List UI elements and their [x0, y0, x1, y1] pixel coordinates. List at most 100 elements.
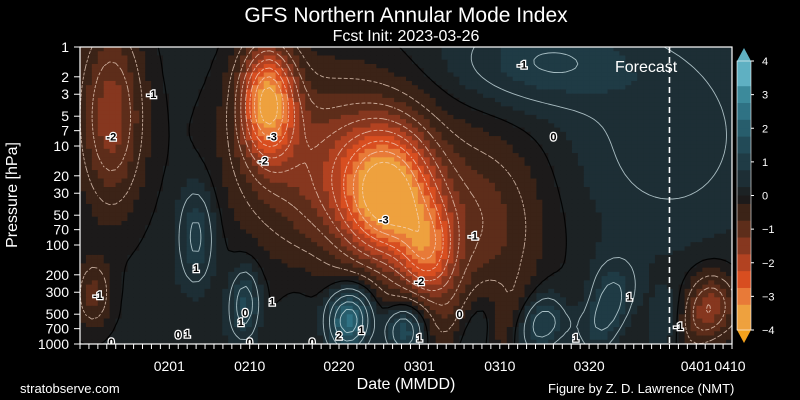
heatmap-cell [192, 191, 200, 197]
heatmap-cell [174, 47, 182, 52]
heatmap-cell [275, 59, 283, 65]
heatmap-cell [684, 93, 692, 99]
heatmap-cell [678, 106, 686, 112]
heatmap-cell [299, 199, 306, 205]
heatmap-cell [417, 144, 425, 150]
heatmap-cell [210, 131, 217, 137]
heatmap-cell [358, 233, 366, 239]
heatmap-cell [488, 144, 496, 150]
heatmap-cell [151, 212, 158, 218]
heatmap-cell [518, 102, 526, 107]
heatmap-cell [554, 63, 561, 69]
heatmap-cell [654, 89, 662, 95]
heatmap-cell [394, 76, 401, 82]
heatmap-cell [429, 119, 437, 124]
heatmap-cell [678, 51, 686, 57]
heatmap-cell [423, 110, 431, 116]
heatmap-cell [595, 102, 603, 107]
heatmap-cell [127, 93, 134, 99]
heatmap-cell [566, 165, 573, 171]
heatmap-cell [465, 174, 472, 180]
heatmap-cell [441, 51, 449, 57]
heatmap-cell [459, 148, 466, 154]
heatmap-cell [340, 127, 348, 133]
heatmap-cell [328, 165, 336, 171]
heatmap-cell [406, 85, 413, 91]
heatmap-cell [471, 225, 478, 231]
heatmap-cell [678, 191, 686, 197]
heatmap-cell [726, 123, 732, 129]
heatmap-cell [577, 216, 585, 222]
heatmap-cell [305, 80, 312, 86]
heatmap-cell [684, 144, 692, 150]
heatmap-cell [500, 225, 508, 231]
heatmap-cell [518, 114, 526, 120]
heatmap-cell [334, 51, 342, 57]
heatmap-cell [583, 144, 591, 150]
heatmap-cell [275, 51, 283, 57]
heatmap-cell [560, 59, 567, 65]
heatmap-cell [678, 110, 686, 116]
heatmap-cell [334, 59, 342, 65]
heatmap-cell [441, 233, 449, 239]
heatmap-cell [471, 114, 478, 120]
heatmap-cell [328, 89, 336, 95]
heatmap-cell [595, 161, 603, 167]
heatmap-cell [583, 212, 591, 218]
heatmap-cell [542, 161, 549, 167]
heatmap-cell [477, 212, 484, 218]
heatmap-cell [607, 178, 615, 184]
heatmap-cell [483, 72, 490, 78]
heatmap-cell [607, 85, 615, 91]
heatmap-cell [696, 114, 703, 120]
heatmap-cell [382, 208, 389, 214]
heatmap-cell [388, 123, 395, 129]
heatmap-cell [411, 144, 419, 150]
heatmap-cell [696, 131, 703, 137]
heatmap-cell [269, 182, 277, 188]
heatmap-cell [518, 174, 526, 180]
heatmap-cell [601, 136, 609, 141]
heatmap-cell [376, 157, 383, 163]
heatmap-cell [601, 76, 609, 82]
heatmap-cell [577, 170, 585, 175]
heatmap-cell [619, 114, 626, 120]
heatmap-cell [311, 106, 318, 112]
heatmap-cell [465, 80, 472, 86]
heatmap-cell [524, 216, 532, 222]
heatmap-cell [192, 208, 200, 214]
heatmap-cell [726, 93, 732, 99]
heatmap-cell [518, 110, 526, 116]
heatmap-cell [115, 237, 123, 243]
heatmap-cell [121, 157, 129, 163]
heatmap-cell [708, 123, 715, 129]
heatmap-cell [708, 229, 715, 235]
heatmap-cell [601, 47, 609, 52]
heatmap-cell [109, 208, 117, 214]
heatmap-cell [287, 178, 294, 184]
heatmap-cell [328, 59, 336, 65]
heatmap-cell [471, 229, 478, 235]
heatmap-cell [245, 76, 253, 82]
heatmap-cell [654, 123, 662, 129]
heatmap-cell [127, 127, 134, 133]
heatmap-cell [328, 47, 336, 52]
heatmap-cell [91, 161, 99, 167]
heatmap-cell [637, 165, 644, 171]
heatmap-cell [370, 144, 377, 150]
heatmap-cell [524, 97, 532, 103]
heatmap-cell [186, 114, 194, 120]
heatmap-cell [654, 153, 662, 158]
heatmap-cell [471, 102, 478, 107]
heatmap-cell [631, 76, 638, 82]
heatmap-cell [91, 208, 99, 214]
heatmap-cell [281, 153, 289, 158]
heatmap-cell [317, 97, 324, 103]
heatmap-cell [228, 191, 235, 197]
heatmap-cell [548, 59, 555, 65]
heatmap-cell [649, 140, 656, 146]
heatmap-cell [121, 136, 129, 141]
heatmap-cell [323, 153, 330, 158]
heatmap-cell [376, 85, 383, 91]
heatmap-cell [91, 165, 99, 171]
